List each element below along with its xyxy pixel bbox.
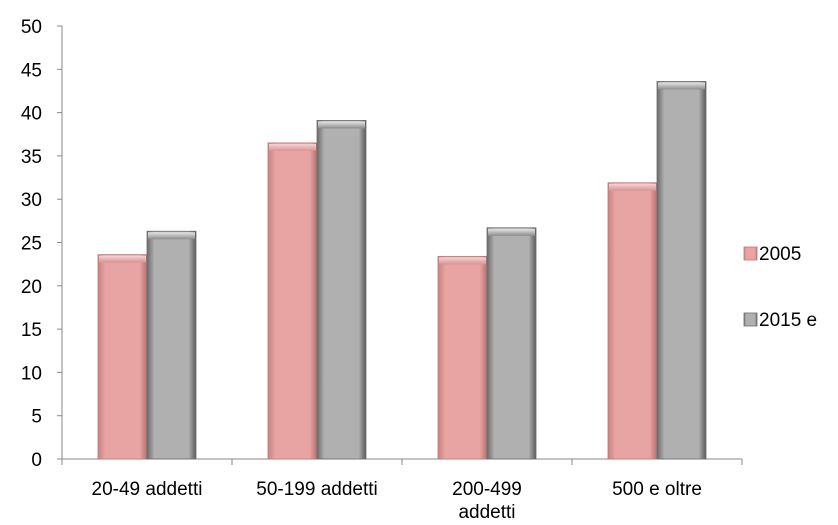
bar-bevel	[488, 228, 535, 236]
bar-bevel	[658, 82, 705, 90]
legend: 2005 2015 e	[743, 244, 817, 331]
bar-series-2	[656, 81, 707, 460]
x-axis: 20-49 addetti 50-199 addetti 200-499addett…	[61, 458, 743, 523]
legend-label: 2005	[759, 244, 801, 265]
x-category-label: 200-499	[452, 479, 522, 500]
y-tick-label: 50	[21, 17, 42, 38]
bar	[437, 255, 488, 460]
bar-bevel	[99, 255, 146, 263]
y-tick-label: 45	[21, 60, 42, 81]
bar-bevel	[439, 257, 486, 265]
legend-label: 2015 e	[759, 310, 817, 331]
bar	[267, 142, 318, 460]
y-tick-label: 35	[21, 147, 42, 168]
bar-series-1	[267, 142, 318, 460]
bar-bevel	[269, 143, 316, 151]
y-tick-label: 25	[21, 234, 42, 255]
y-axis: 0 5 10 15 20 25 30 35 40 45 50	[21, 17, 63, 471]
legend-swatch	[743, 312, 758, 327]
bar-series-1	[97, 254, 148, 460]
bar	[316, 119, 367, 460]
bar-series-1	[437, 255, 488, 460]
bar	[607, 182, 658, 460]
x-category-label: 500 e oltre	[612, 479, 702, 500]
y-tick-label: 40	[21, 104, 42, 125]
bar	[97, 254, 148, 460]
legend-item: 2005	[743, 244, 801, 265]
bar-series-1	[607, 182, 658, 460]
legend-item: 2015 e	[743, 310, 817, 331]
bar-series-2	[146, 230, 197, 460]
bar-series-2	[486, 227, 537, 460]
legend-swatch	[743, 246, 758, 261]
bar-bevel	[148, 232, 195, 240]
y-tick-label: 0	[31, 450, 42, 471]
bar-bevel	[318, 121, 365, 129]
bar	[146, 230, 197, 460]
x-category-label: addetti	[458, 502, 515, 523]
bars	[97, 81, 707, 460]
y-tick-label: 15	[21, 320, 42, 341]
bar-bevel	[609, 183, 656, 191]
bar	[486, 227, 537, 460]
y-tick-label: 20	[21, 277, 42, 298]
x-category-label: 50-199 addetti	[256, 479, 378, 500]
bar-series-2	[316, 119, 367, 460]
y-tick-label: 10	[21, 363, 42, 384]
y-tick-label: 5	[31, 407, 42, 428]
x-category-label: 20-49 addetti	[92, 479, 203, 500]
bar	[656, 81, 707, 460]
y-tick-label: 30	[21, 190, 42, 211]
